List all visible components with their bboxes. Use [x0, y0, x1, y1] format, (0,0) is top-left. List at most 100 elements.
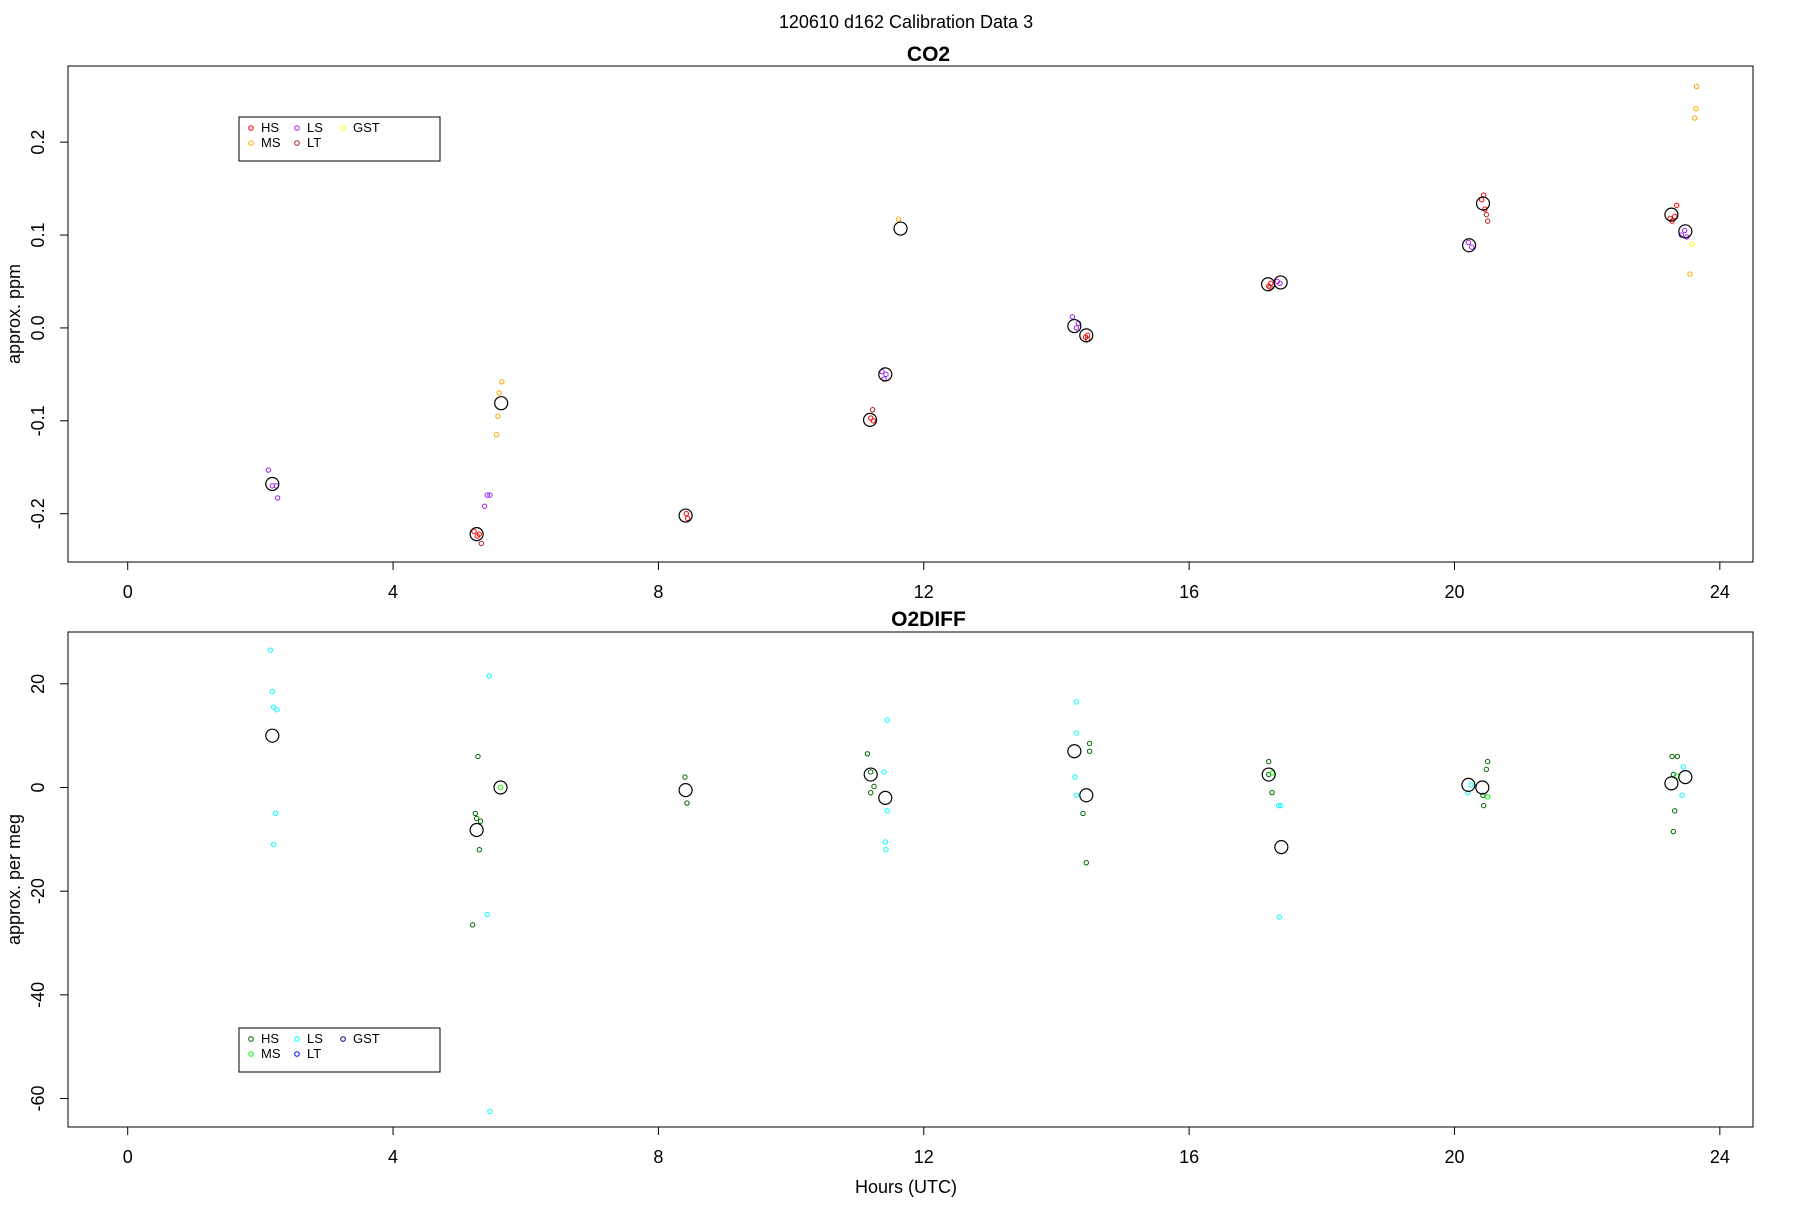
legend-label: GST: [353, 1031, 380, 1046]
x-axis-label: Hours (UTC): [855, 1177, 957, 1197]
series-mean: [265, 196, 1693, 542]
legend-box: [238, 1027, 441, 1073]
data-point: [487, 1108, 493, 1115]
mean-point: [1261, 767, 1276, 782]
legend-label: LT: [307, 1046, 321, 1061]
data-point: [1484, 794, 1491, 800]
series-ls: [265, 227, 1690, 509]
mean-point: [863, 767, 878, 782]
data-point: [1672, 213, 1678, 220]
legend-marker: [294, 140, 300, 146]
data-point: [870, 418, 877, 424]
data-points: [265, 647, 1693, 1115]
mean-point: [862, 412, 878, 427]
data-point: [1069, 314, 1076, 320]
legend-label: LS: [307, 120, 323, 135]
data-point: [882, 839, 888, 845]
x-tick-label: 8: [653, 1147, 663, 1167]
legend-label: HS: [261, 1031, 279, 1046]
y-tick-label: 0: [28, 782, 48, 792]
legend-marker: [294, 1051, 300, 1057]
series-ms: [493, 83, 1700, 438]
data-point: [1267, 284, 1273, 290]
data-point: [895, 216, 902, 222]
data-point: [1073, 325, 1080, 331]
x-tick-label: 0: [123, 582, 133, 602]
y-tick-label: -20: [28, 878, 48, 904]
series-mean: [265, 728, 1693, 855]
data-point: [476, 846, 482, 853]
data-point: [1672, 808, 1678, 814]
legend-box: [238, 116, 441, 162]
data-point: [883, 846, 889, 853]
x-tick-label: 24: [1710, 582, 1730, 602]
data-points: [265, 83, 1700, 547]
series-hs: [471, 192, 1680, 539]
legend-marker: [340, 125, 346, 131]
data-point: [684, 515, 691, 522]
mean-point: [493, 780, 508, 795]
legend-marker: [294, 1036, 300, 1042]
data-point: [1469, 244, 1475, 250]
data-point: [269, 688, 276, 695]
data-point: [1073, 730, 1080, 736]
data-point: [1465, 789, 1471, 796]
data-point: [472, 810, 479, 817]
data-point: [1674, 202, 1680, 209]
data-point: [682, 774, 688, 780]
data-point: [1670, 828, 1677, 835]
legend-marker: [294, 125, 300, 131]
y-axis-label: approx. ppm: [4, 264, 24, 364]
data-point: [473, 815, 480, 822]
mean-point: [1067, 744, 1082, 759]
legend-label: GST: [353, 120, 380, 135]
data-point: [499, 379, 505, 385]
mean-point: [678, 782, 693, 798]
data-point: [1678, 232, 1685, 238]
data-point: [1465, 239, 1472, 246]
y-tick-label: -40: [28, 982, 48, 1008]
legend-marker: [248, 1051, 254, 1057]
mean-point: [1461, 238, 1477, 253]
data-point: [867, 769, 874, 775]
x-tick-label: 8: [653, 582, 663, 602]
legend-marker: [248, 125, 254, 131]
data-point: [1480, 802, 1487, 809]
data-point: [1086, 740, 1093, 747]
series-lt: [478, 211, 1673, 547]
data-point: [1277, 802, 1284, 809]
data-point: [265, 467, 272, 473]
data-point: [1086, 748, 1093, 754]
panel-title: O2DIFF: [891, 608, 966, 631]
data-point: [270, 841, 277, 848]
data-point: [476, 531, 482, 537]
data-point: [471, 528, 477, 535]
data-point: [1480, 792, 1486, 798]
mean-point: [1678, 770, 1693, 785]
data-point: [478, 540, 484, 547]
chart-panel-co2: CO2 0 4 8 12 16 20 24 -0.2 -0.1 0.0 0.1 0.2 approx. p…: [4, 43, 1754, 602]
data-point: [481, 503, 488, 509]
x-tick-label: 12: [914, 1147, 934, 1167]
mean-point: [893, 221, 908, 236]
data-point: [867, 789, 874, 796]
y-tick-label: 0.2: [28, 130, 48, 155]
data-point: [267, 647, 274, 653]
x-tick-label: 16: [1179, 582, 1199, 602]
mean-point: [1274, 840, 1289, 855]
data-point: [869, 406, 876, 413]
data-point: [1483, 766, 1490, 773]
data-point: [884, 717, 890, 723]
data-point: [684, 800, 690, 806]
x-tick-label: 12: [914, 582, 934, 602]
data-point: [864, 751, 871, 757]
data-point: [881, 769, 887, 775]
figure-suptitle: 120610 d162 Calibration Data 3: [779, 12, 1033, 32]
x-tick-label: 20: [1444, 582, 1464, 602]
chart-panel-o2diff: O2DIFF 0 4 8 12 16 20 24 -60 -40 -20 0 20 approx. per…: [4, 608, 1754, 1167]
data-point: [1275, 802, 1282, 809]
data-point: [487, 492, 493, 498]
mean-point: [678, 508, 693, 523]
